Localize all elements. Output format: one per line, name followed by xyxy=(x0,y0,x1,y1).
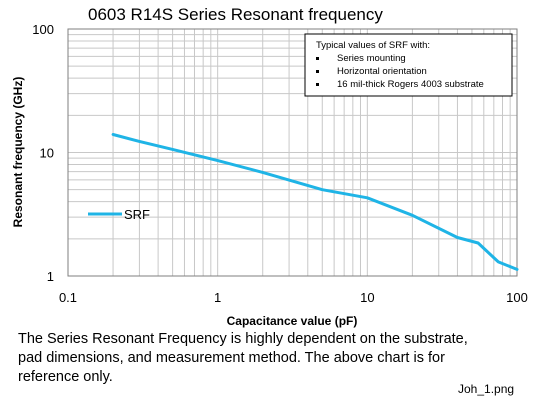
annotation-item: Horizontal orientation xyxy=(337,66,427,77)
caption-line: reference only. xyxy=(18,369,113,385)
filename-label: Joh_1.png xyxy=(458,382,515,396)
chart-title: 0603 R14S Series Resonant frequency xyxy=(88,5,383,24)
caption-line: pad dimensions, and measurement method. … xyxy=(18,350,445,366)
annotation-item: 16 mil-thick Rogers 4003 substrate xyxy=(337,79,484,90)
annotation-bullet xyxy=(316,57,319,60)
series-line-srf xyxy=(111,133,519,271)
plot-frame xyxy=(67,28,518,277)
annotation-box: Typical values of SRF with: Series mount… xyxy=(304,33,513,97)
x-tick-label: 0.1 xyxy=(59,290,77,305)
series-layer xyxy=(111,133,519,271)
legend-label-srf: SRF xyxy=(124,207,150,222)
caption: The Series Resonant Frequency is highly … xyxy=(18,330,518,387)
annotation-bullet xyxy=(316,70,319,73)
annotation-frame xyxy=(304,33,513,97)
axis-ticks: 0.1 1 10 100 1 10 100 xyxy=(32,22,528,305)
y-tick-label: 100 xyxy=(32,22,54,37)
annotation-bullet xyxy=(316,83,319,86)
chart: 0603 R14S Series Resonant frequency 0.1 1… xyxy=(11,5,528,328)
x-tick-label: 10 xyxy=(360,290,374,305)
annotation-heading: Typical values of SRF with: xyxy=(316,40,430,51)
y-tick-label: 10 xyxy=(40,146,54,161)
x-tick-label: 1 xyxy=(214,290,221,305)
y-axis-label: Resonant frequency (GHz) xyxy=(11,77,25,228)
legend: SRF xyxy=(88,207,150,222)
annotation-item: Series mounting xyxy=(337,53,406,64)
caption-line: The Series Resonant Frequency is highly … xyxy=(18,331,468,347)
y-tick-label: 1 xyxy=(47,269,54,284)
x-tick-label: 100 xyxy=(506,290,528,305)
x-axis-label: Capacitance value (pF) xyxy=(227,314,358,328)
